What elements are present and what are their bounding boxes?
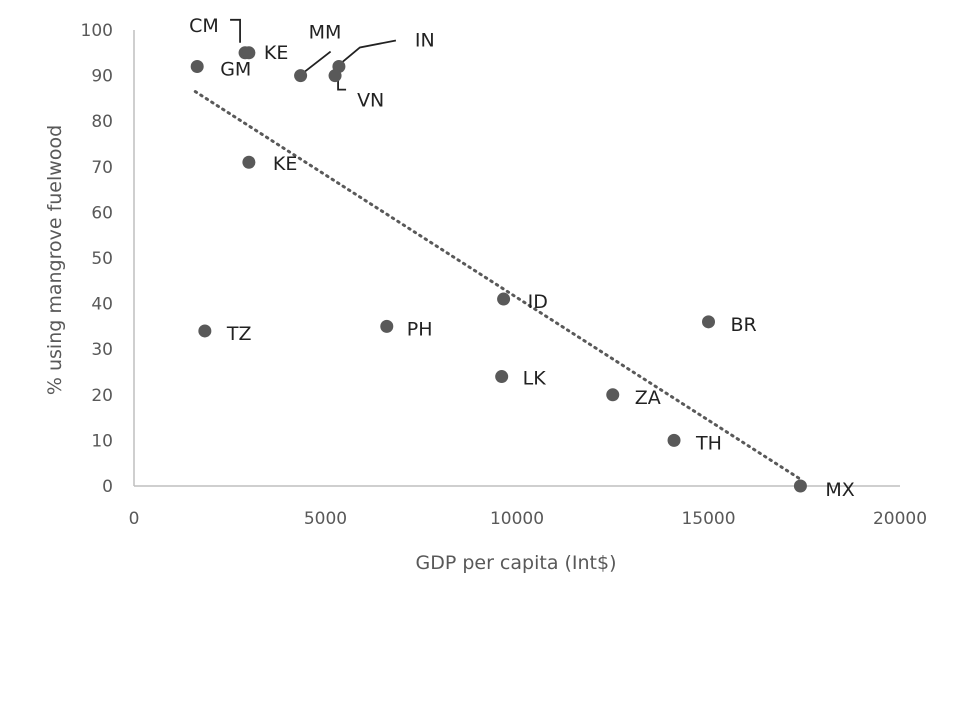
x-tick-label: 15000 [681,509,735,529]
data-point [793,479,807,493]
x-axis-title: GDP per capita (Int$) [415,552,616,574]
leader-line [230,18,241,43]
point-label: GM [220,58,251,80]
point-label: KE [264,42,288,64]
data-point [328,69,342,83]
y-tick-label: 20 [91,386,113,406]
point-label: ID [528,291,548,313]
data-point [495,370,509,384]
point-label: VN [357,90,384,112]
y-tick-label: 70 [91,158,113,178]
data-point [497,292,511,306]
y-axis-title: % using mangrove fuelwood [44,125,66,395]
x-tick-label: 10000 [490,509,544,529]
point-label: TH [695,432,722,454]
x-tick-label: 5000 [304,509,347,529]
point-labels: CM KE GM MM IN VN KE ID TZ PH BR LK ZA TH MX [189,15,855,501]
point-label: PH [407,318,433,340]
y-tick-label: 100 [81,21,113,41]
data-point [606,388,620,402]
data-point [242,155,256,169]
data-point [667,433,681,447]
y-tick-labels: 0 10 20 30 40 50 60 70 80 90 100 [81,21,113,497]
y-tick-label: 10 [91,431,113,451]
data-point [294,69,308,83]
point-label: MM [309,22,342,44]
point-label: CM [189,15,219,37]
y-tick-label: 40 [91,295,113,315]
point-label: BR [731,314,757,336]
data-points [190,46,807,493]
trendline [193,90,802,481]
data-point [380,319,394,333]
point-label: LK [523,368,547,390]
y-tick-label: 50 [91,249,113,269]
y-tick-label: 60 [91,203,113,223]
data-point [702,315,715,329]
data-point [190,59,204,73]
point-label: MX [825,479,854,501]
label-leader-lines [230,18,397,91]
y-tick-label: 80 [91,112,113,132]
leader-line [337,79,347,91]
point-label: IN [415,29,435,51]
y-tick-label: 30 [91,340,113,360]
x-tick-label: 0 [129,509,140,529]
leader-line [341,39,397,64]
x-tick-labels: 0 5000 10000 15000 20000 [129,509,927,529]
data-point [242,46,256,60]
data-point [198,324,212,338]
y-tick-label: 0 [102,477,113,497]
point-label: ZA [635,387,661,409]
x-tick-label: 20000 [873,509,927,529]
y-tick-label: 90 [91,67,113,87]
leader-line [303,50,332,74]
point-label: TZ [226,323,252,345]
point-label: KE [273,153,297,175]
axes [133,30,900,487]
